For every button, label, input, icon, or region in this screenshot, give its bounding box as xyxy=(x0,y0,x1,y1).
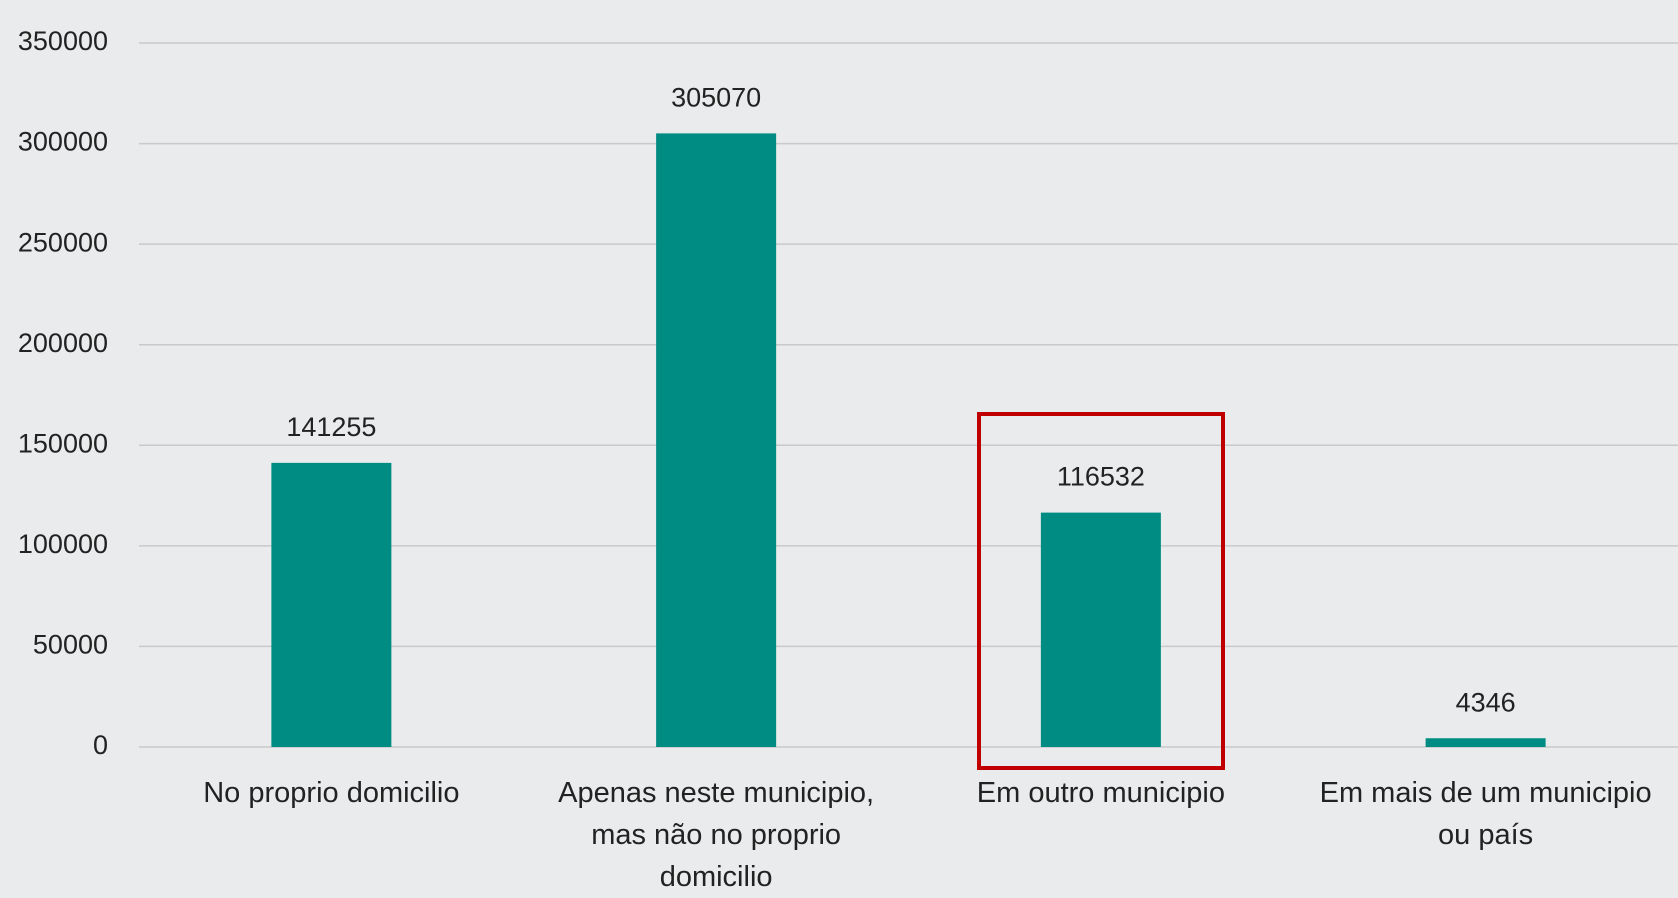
y-tick-label: 0 xyxy=(93,730,108,760)
value-label: 116532 xyxy=(1057,462,1145,492)
bar xyxy=(656,133,776,747)
value-label: 141255 xyxy=(286,412,376,442)
page: 0 50000 100000 150000 200000 250000 300000 3500… xyxy=(0,0,1678,893)
x-tick-label: No proprio domicilio xyxy=(146,772,516,814)
x-tick-label: Em outro municipio xyxy=(916,772,1286,814)
x-tick-label: Apenas neste municipio, mas não no propr… xyxy=(531,772,901,898)
bar xyxy=(271,463,391,747)
y-tick-label: 350000 xyxy=(18,26,108,56)
background xyxy=(0,0,1678,893)
y-tick-label: 250000 xyxy=(18,227,108,257)
y-tick-label: 50000 xyxy=(33,630,108,660)
value-label: 4346 xyxy=(1456,687,1516,717)
y-tick-label: 150000 xyxy=(18,428,108,458)
x-tick-label: Em mais de um municipio ou país xyxy=(1301,772,1671,856)
chart: 0 50000 100000 150000 200000 250000 300000 3500… xyxy=(0,0,1678,893)
y-tick-label: 300000 xyxy=(18,127,108,157)
value-label: 305070 xyxy=(671,82,761,112)
bar xyxy=(1426,738,1546,747)
y-tick-label: 200000 xyxy=(18,328,108,358)
bar xyxy=(1041,513,1161,747)
y-tick-label: 100000 xyxy=(18,529,108,559)
